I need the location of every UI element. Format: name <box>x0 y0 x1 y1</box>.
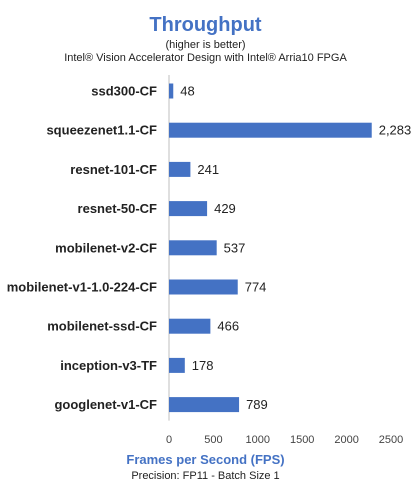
category-label: resnet-101-CF <box>70 162 157 177</box>
bar <box>169 397 240 413</box>
category-label: googlenet-v1-CF <box>54 397 157 412</box>
category-label: ssd300-CF <box>91 84 157 99</box>
value-label: 429 <box>214 201 236 216</box>
chart-subtitle: (higher is better) <box>165 39 246 51</box>
chart-title: Throughput <box>149 14 262 36</box>
category-label: mobilenet-v1-1.0-224-CF <box>7 280 157 295</box>
category-label: inception-v3-TF <box>60 358 157 373</box>
x-tick-label: 2500 <box>379 434 403 446</box>
x-tick-label: 0 <box>166 434 172 446</box>
chart-description: Intel® Vision Accelerator Design with In… <box>64 52 347 64</box>
chart-caption: Precision: FP11 - Batch Size 1 <box>131 470 280 482</box>
bar <box>169 318 211 334</box>
x-tick-label: 1500 <box>290 434 314 446</box>
bar <box>169 357 185 373</box>
x-axis-title: Frames per Second (FPS) <box>126 452 285 467</box>
bar <box>169 201 208 217</box>
x-tick-label: 500 <box>204 434 222 446</box>
category-label: squeezenet1.1-CF <box>46 123 157 138</box>
bar <box>169 279 238 295</box>
category-label: resnet-50-CF <box>78 201 158 216</box>
value-label: 774 <box>245 280 267 295</box>
value-label: 178 <box>192 358 214 373</box>
bar <box>169 122 372 138</box>
value-label: 789 <box>246 397 268 412</box>
value-label: 537 <box>224 240 246 255</box>
value-label: 241 <box>197 162 219 177</box>
bar <box>169 161 191 177</box>
x-tick-label: 1000 <box>246 434 270 446</box>
value-label: 2,283 <box>379 123 411 138</box>
value-label: 466 <box>217 319 239 334</box>
bar <box>169 240 217 256</box>
x-tick-label: 2000 <box>334 434 358 446</box>
category-label: mobilenet-v2-CF <box>55 240 157 255</box>
category-label: mobilenet-ssd-CF <box>47 319 157 334</box>
value-label: 48 <box>180 84 194 99</box>
bar <box>169 83 174 99</box>
